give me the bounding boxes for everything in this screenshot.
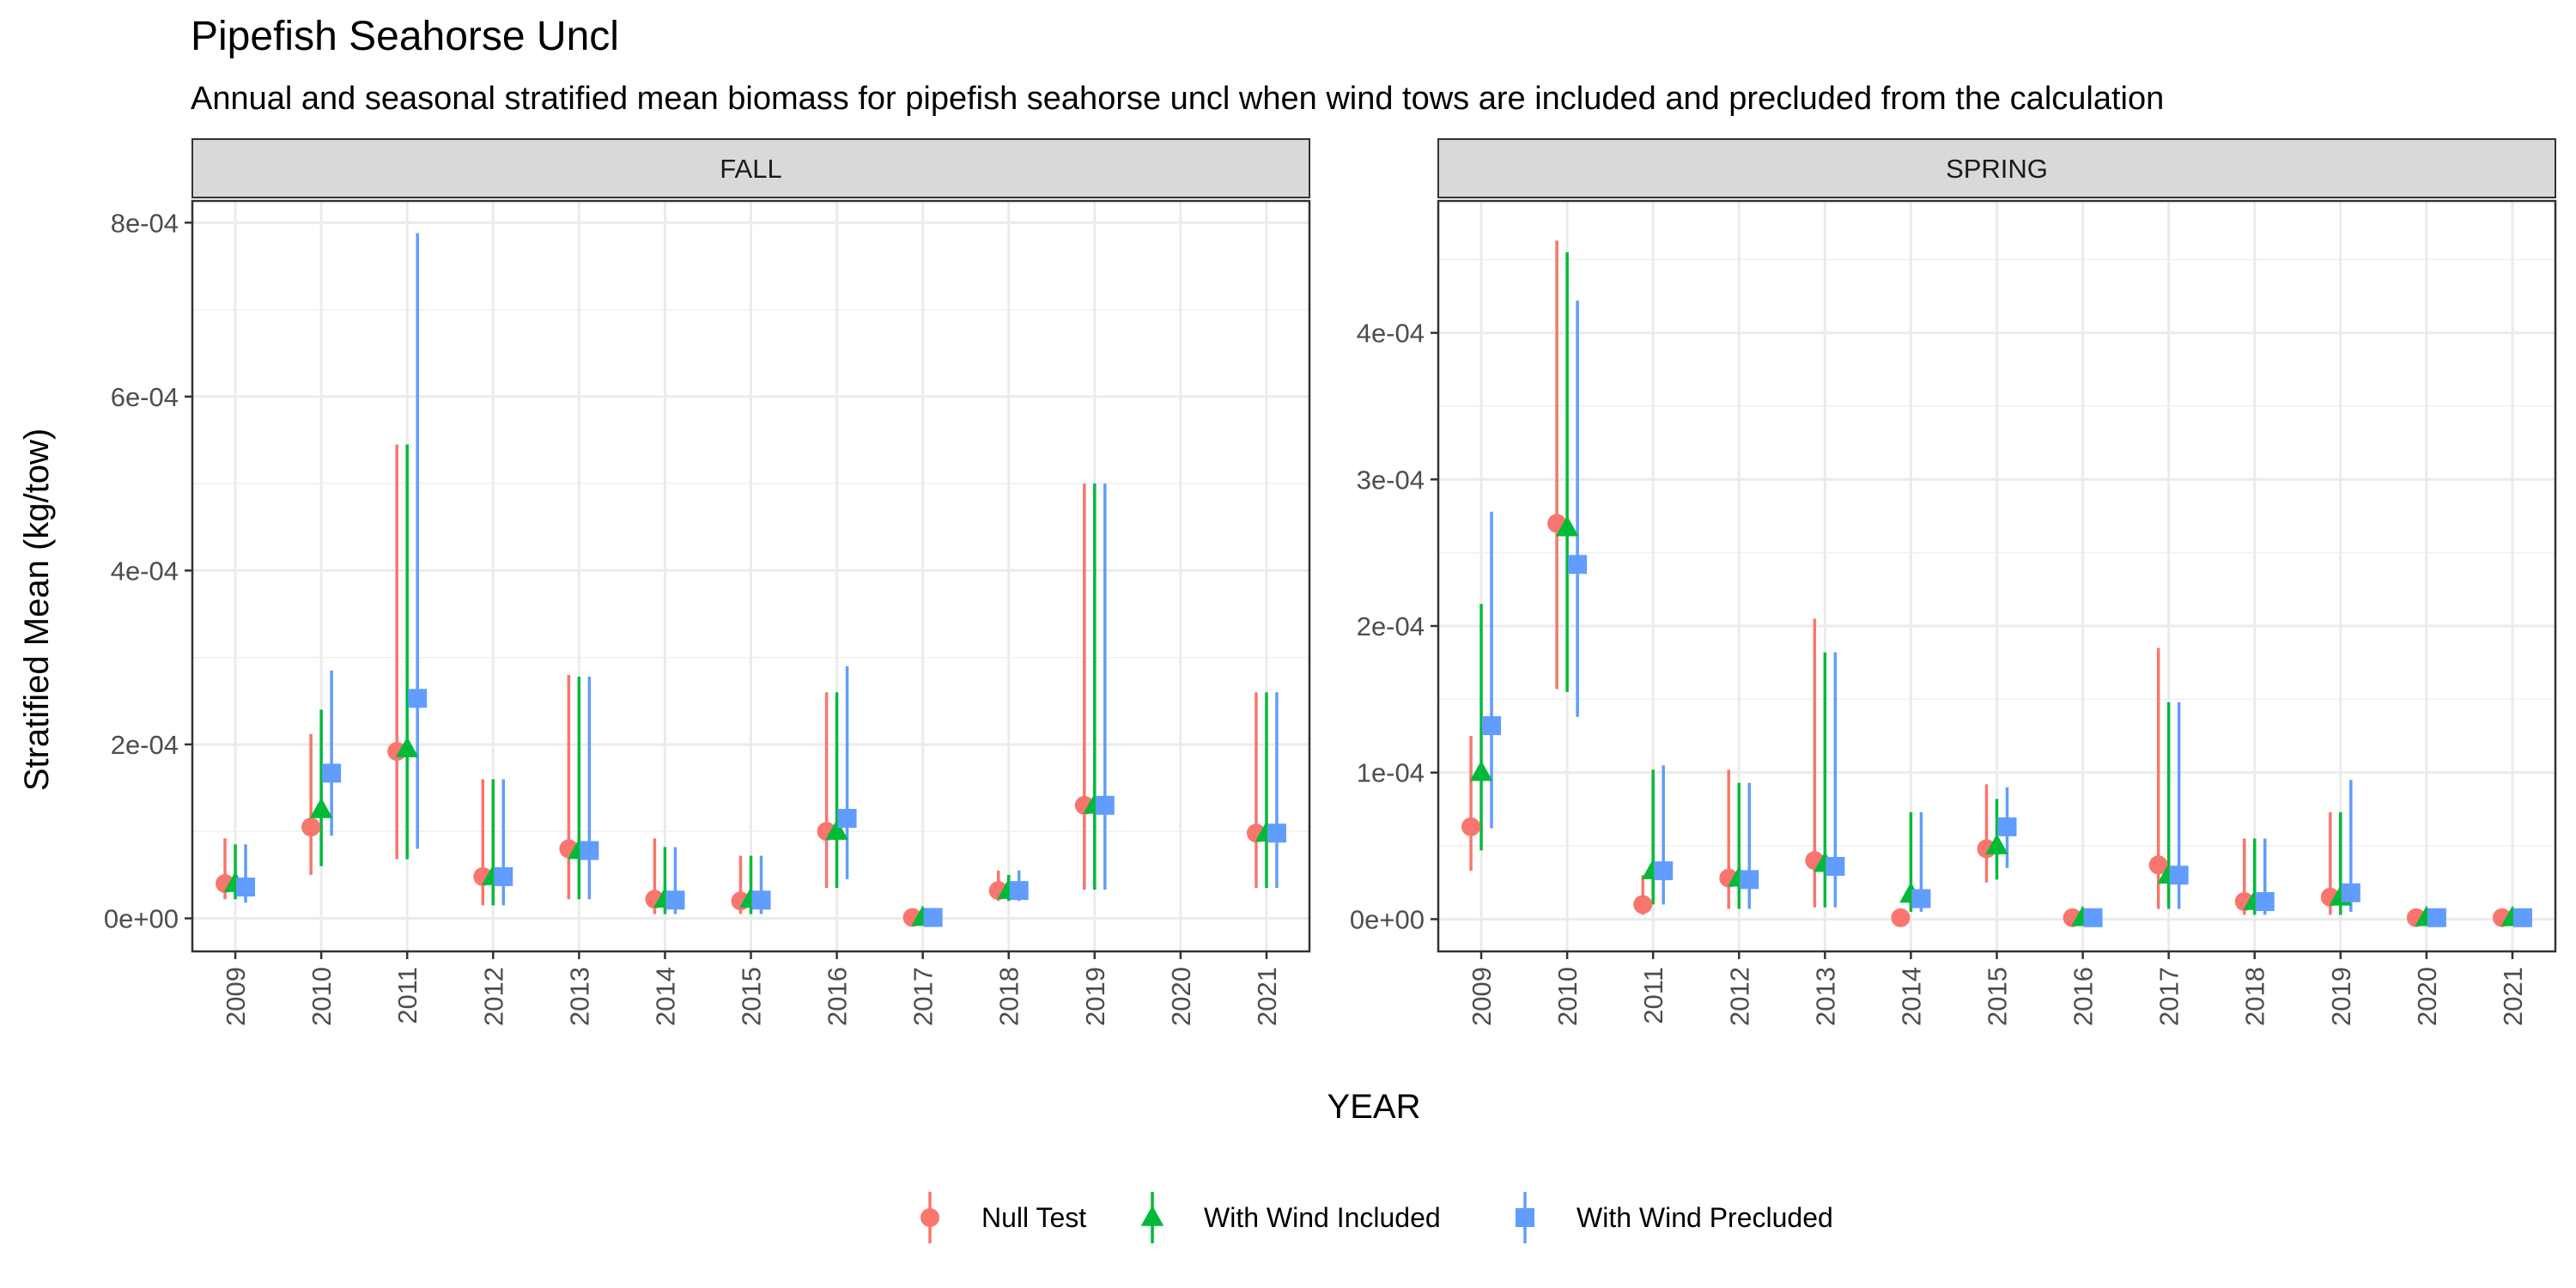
data-point xyxy=(2427,908,2446,927)
x-tick-label: 2021 xyxy=(2498,967,2528,1026)
x-tick-label: 2018 xyxy=(994,967,1024,1026)
data-point xyxy=(301,817,321,837)
data-point xyxy=(1911,889,1931,908)
facet-strip xyxy=(1437,138,2556,198)
y-tick-label: 2e-04 xyxy=(1357,611,1425,641)
data-point xyxy=(395,737,419,757)
legend-label: Null Test xyxy=(981,1202,1086,1233)
chart-title: Pipefish Seahorse Uncl xyxy=(191,14,619,59)
data-point xyxy=(825,819,848,841)
legend-key-marker xyxy=(920,1208,939,1227)
data-point xyxy=(665,890,685,910)
data-point xyxy=(408,689,428,708)
data-point xyxy=(1482,716,1502,736)
data-point xyxy=(1469,760,1493,781)
data-point xyxy=(236,878,256,897)
x-tick-label: 2018 xyxy=(2240,967,2270,1026)
data-point xyxy=(751,890,771,910)
x-tick-label: 2020 xyxy=(2412,967,2442,1026)
x-axis-title: YEAR xyxy=(1327,1088,1421,1126)
y-tick-label: 0e+00 xyxy=(104,904,179,934)
y-tick-label: 4e-04 xyxy=(1357,319,1425,349)
x-tick-label: 2012 xyxy=(1724,967,1754,1026)
x-tick-label: 2016 xyxy=(823,967,853,1026)
y-tick-label: 0e+00 xyxy=(1350,904,1425,934)
data-point xyxy=(1891,908,1911,927)
data-point xyxy=(2083,908,2103,927)
y-tick-label: 6e-04 xyxy=(111,382,179,412)
data-point xyxy=(322,763,342,783)
legend-key-marker xyxy=(1140,1206,1164,1226)
x-tick-label: 2012 xyxy=(478,967,508,1026)
data-point xyxy=(2169,866,2189,885)
x-tick-label: 2017 xyxy=(908,967,939,1026)
legend-item: With Wind Included xyxy=(1140,1192,1441,1243)
data-point xyxy=(2512,908,2532,927)
x-tick-label: 2019 xyxy=(1080,967,1110,1026)
legend-label: With Wind Precluded xyxy=(1577,1202,1833,1233)
data-point xyxy=(1461,817,1481,836)
x-tick-label: 2015 xyxy=(737,967,767,1026)
data-point xyxy=(1568,555,1588,574)
data-point xyxy=(1009,881,1029,901)
data-point xyxy=(837,809,857,829)
x-tick-label: 2009 xyxy=(1467,967,1497,1026)
x-tick-label: 2014 xyxy=(1896,967,1926,1026)
x-tick-label: 2015 xyxy=(1983,967,2013,1026)
data-point xyxy=(309,797,333,818)
facet-strip-label: SPRING xyxy=(1946,154,2048,184)
data-point xyxy=(494,866,513,886)
data-point xyxy=(1555,515,1579,537)
panel-fall: FALL 0e+00 2e-04 4e-04 6e-04 8e-04 2009 2010 201… xyxy=(104,138,1311,1026)
x-tick-label: 2011 xyxy=(1638,967,1668,1024)
x-tick-label: 2010 xyxy=(307,967,337,1026)
x-tick-label: 2013 xyxy=(564,967,594,1026)
legend-key-marker xyxy=(1516,1208,1534,1227)
x-tick-label: 2020 xyxy=(1166,967,1196,1026)
y-tick-label: 1e-04 xyxy=(1357,758,1425,788)
x-tick-label: 2016 xyxy=(2069,967,2099,1026)
data-point xyxy=(1826,856,1845,876)
legend: Null Test With Wind Included With Wind Pre… xyxy=(920,1192,1833,1243)
data-point xyxy=(1985,834,2008,854)
y-tick-label: 2e-04 xyxy=(111,730,179,760)
data-point xyxy=(580,841,599,860)
data-point xyxy=(2255,891,2275,911)
data-point xyxy=(923,908,943,927)
data-point xyxy=(1740,870,1759,890)
data-point xyxy=(1633,895,1653,914)
panel-spring: SPRING 0e+00 1e-04 2e-04 3e-04 4e-04 2009 2010 2… xyxy=(1350,138,2557,1026)
y-tick-label: 3e-04 xyxy=(1357,465,1425,495)
y-tick-label: 4e-04 xyxy=(111,556,179,586)
data-point xyxy=(1654,861,1674,881)
y-tick-label: 8e-04 xyxy=(111,208,179,238)
data-point xyxy=(2341,883,2360,902)
data-point xyxy=(1267,823,1286,843)
x-tick-label: 2011 xyxy=(392,967,422,1024)
x-tick-label: 2013 xyxy=(1810,967,1840,1026)
x-tick-label: 2017 xyxy=(2154,967,2184,1026)
legend-item: Null Test xyxy=(920,1192,1086,1243)
chart-subtitle: Annual and seasonal stratified mean biom… xyxy=(191,81,2164,117)
x-tick-label: 2019 xyxy=(2326,967,2356,1026)
x-tick-label: 2021 xyxy=(1252,967,1282,1026)
data-point xyxy=(1997,817,2017,836)
x-tick-label: 2010 xyxy=(1552,967,1583,1026)
x-tick-label: 2014 xyxy=(650,967,680,1026)
x-tick-label: 2009 xyxy=(221,967,251,1026)
facet-strip-label: FALL xyxy=(720,154,781,184)
legend-label: With Wind Included xyxy=(1204,1202,1441,1233)
data-point xyxy=(1095,795,1115,815)
y-axis-title: Stratified Mean (kg/tow) xyxy=(18,428,56,791)
data-point xyxy=(2148,855,2168,875)
legend-item: With Wind Precluded xyxy=(1516,1192,1833,1243)
facet-strip xyxy=(191,138,1310,198)
